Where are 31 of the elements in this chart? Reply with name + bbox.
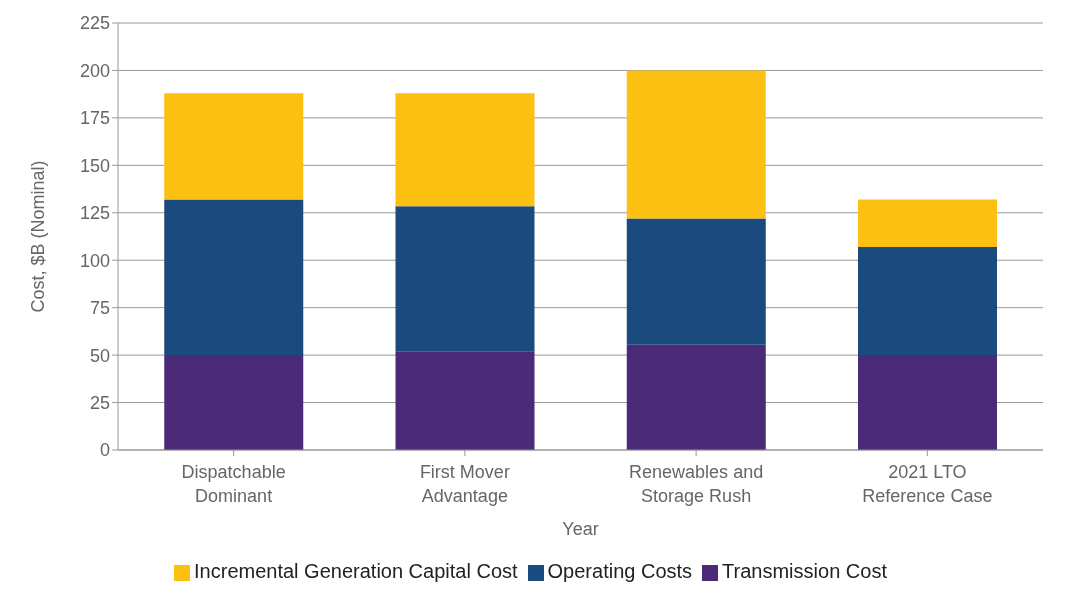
bar [858, 246, 997, 356]
y-axis-title: Cost, $B (Nominal) [28, 160, 49, 313]
legend-label: Transmission Cost [722, 560, 887, 582]
x-tick-label: Dispatchable Dominant [181, 462, 286, 506]
bar [626, 218, 766, 345]
bar [164, 93, 304, 200]
bar [395, 351, 535, 450]
x-tick-label: 2021 LTO Reference Case [862, 462, 993, 506]
y-tick-label: 125 [79, 203, 110, 224]
y-tick-label: 225 [79, 13, 110, 34]
y-tick-label: 200 [79, 60, 110, 81]
x-tick-label: Renewables and Storage Rush [629, 462, 764, 506]
y-tick-label: 50 [89, 345, 110, 366]
x-tick-label: First Mover Advantage [419, 462, 510, 506]
bar [626, 344, 766, 450]
bar [164, 199, 304, 356]
bar [395, 93, 535, 207]
bar [164, 355, 304, 450]
y-tick-label: 150 [79, 155, 110, 176]
x-axis-title: Year [562, 519, 599, 539]
y-tick-label: 25 [89, 392, 110, 413]
bar [858, 355, 997, 450]
y-tick-label: 175 [79, 108, 110, 129]
legend-label: Incremental Generation Capital Cost [194, 560, 518, 582]
bar [858, 199, 997, 247]
legend-label: Operating Costs [547, 560, 693, 582]
y-tick-label: 75 [89, 298, 110, 319]
bar [626, 70, 766, 219]
y-tick-label: 100 [79, 250, 110, 271]
y-tick-label: 0 [99, 440, 110, 461]
bar [395, 206, 535, 352]
